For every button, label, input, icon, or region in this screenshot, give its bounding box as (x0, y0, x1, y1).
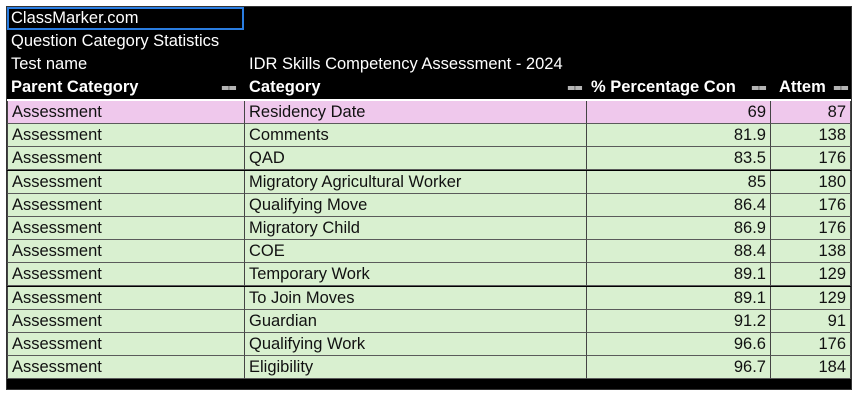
percentage-cell[interactable]: 81.9 (587, 124, 771, 148)
attempts-cell[interactable]: 138 (771, 240, 851, 264)
parent-category-cell[interactable]: Assessment (7, 170, 245, 194)
attempts-cell[interactable]: 87 (771, 101, 851, 124)
category-cell[interactable]: To Join Moves (245, 286, 587, 310)
category-cell[interactable]: Migratory Agricultural Worker (245, 170, 587, 194)
table-header: Parent Category ⩵ Category ⩵ % Percentag… (7, 76, 851, 101)
filter-icon[interactable]: ⩵ (833, 79, 849, 94)
selected-cell-outline (7, 7, 244, 30)
category-cell[interactable]: Residency Date (245, 101, 587, 124)
report-title[interactable]: Question Category Statistics (11, 32, 220, 50)
attempts-cell[interactable]: 176 (771, 217, 851, 240)
category-cell[interactable]: Qualifying Move (245, 193, 587, 217)
parent-category-cell[interactable]: Assessment (7, 263, 245, 287)
brand-row: ClassMarker.com (7, 7, 851, 30)
table-row[interactable]: Assessment COE 88.4 138 (7, 240, 851, 264)
column-header-label: Attem (779, 78, 826, 96)
table-row[interactable]: Assessment Qualifying Work 96.6 176 (7, 333, 851, 356)
percentage-cell[interactable]: 91.2 (587, 309, 771, 333)
category-cell[interactable]: Qualifying Work (245, 333, 587, 356)
table-row[interactable]: Assessment Migratory Child 86.9 176 (7, 217, 851, 240)
column-header-attempts[interactable]: Attem ⩵ (771, 76, 851, 99)
parent-category-cell[interactable]: Assessment (7, 147, 245, 171)
category-cell[interactable]: COE (245, 240, 587, 264)
parent-category-cell[interactable]: Assessment (7, 286, 245, 310)
table-row[interactable]: Assessment To Join Moves 89.1 129 (7, 286, 851, 310)
attempts-cell[interactable]: 176 (771, 333, 851, 356)
table-row[interactable]: Assessment Residency Date 69 87 (7, 101, 851, 124)
column-header-parent-category[interactable]: Parent Category ⩵ (7, 76, 245, 99)
percentage-cell[interactable]: 89.1 (587, 286, 771, 310)
category-cell[interactable]: Temporary Work (245, 263, 587, 287)
parent-category-cell[interactable]: Assessment (7, 124, 245, 148)
column-header-label: % Percentage Con (591, 78, 736, 96)
filter-icon[interactable]: ⩵ (751, 79, 767, 94)
table-row[interactable]: Assessment QAD 83.5 176 (7, 147, 851, 171)
table-row[interactable]: Assessment Migratory Agricultural Worker 8… (7, 170, 851, 194)
attempts-cell[interactable]: 180 (771, 170, 851, 194)
table-row[interactable]: Assessment Guardian 91.2 91 (7, 309, 851, 333)
table-row[interactable]: Assessment Eligibility 96.7 184 (7, 356, 851, 380)
table-row[interactable]: Assessment Comments 81.9 138 (7, 124, 851, 148)
attempts-cell[interactable]: 129 (771, 286, 851, 310)
table-row[interactable]: Assessment Temporary Work 89.1 129 (7, 263, 851, 287)
percentage-cell[interactable]: 86.4 (587, 193, 771, 217)
percentage-cell[interactable]: 69 (587, 101, 771, 124)
category-cell[interactable]: Comments (245, 124, 587, 148)
percentage-cell[interactable]: 83.5 (587, 147, 771, 171)
filter-icon[interactable]: ⩵ (221, 79, 237, 94)
parent-category-cell[interactable]: Assessment (7, 101, 245, 124)
attempts-cell[interactable]: 184 (771, 356, 851, 380)
attempts-cell[interactable]: 176 (771, 193, 851, 217)
attempts-cell[interactable]: 91 (771, 309, 851, 333)
category-cell[interactable]: QAD (245, 147, 587, 171)
table-row[interactable]: Assessment Qualifying Move 86.4 176 (7, 193, 851, 217)
report-title-row: Question Category Statistics (7, 30, 851, 53)
column-header-label: Category (249, 78, 321, 96)
parent-category-cell[interactable]: Assessment (7, 193, 245, 217)
test-name-row: Test name IDR Skills Competency Assessme… (7, 53, 851, 76)
parent-category-cell[interactable]: Assessment (7, 356, 245, 380)
brand-cell[interactable]: ClassMarker.com (11, 9, 139, 27)
parent-category-cell[interactable]: Assessment (7, 217, 245, 240)
filter-icon[interactable]: ⩵ (567, 79, 583, 94)
parent-category-cell[interactable]: Assessment (7, 309, 245, 333)
test-name-value[interactable]: IDR Skills Competency Assessment - 2024 (249, 55, 563, 73)
category-cell[interactable]: Guardian (245, 309, 587, 333)
parent-category-cell[interactable]: Assessment (7, 333, 245, 356)
category-cell[interactable]: Eligibility (245, 356, 587, 380)
percentage-cell[interactable]: 89.1 (587, 263, 771, 287)
percentage-cell[interactable]: 96.7 (587, 356, 771, 380)
spreadsheet: ClassMarker.com Question Category Statis… (6, 6, 852, 390)
column-header-category[interactable]: Category ⩵ (245, 76, 587, 99)
column-header-percentage[interactable]: % Percentage Con ⩵ (587, 76, 771, 99)
percentage-cell[interactable]: 96.6 (587, 333, 771, 356)
column-header-label: Parent Category (11, 78, 139, 96)
attempts-cell[interactable]: 129 (771, 263, 851, 287)
attempts-cell[interactable]: 138 (771, 124, 851, 148)
percentage-cell[interactable]: 86.9 (587, 217, 771, 240)
percentage-cell[interactable]: 85 (587, 170, 771, 194)
category-cell[interactable]: Migratory Child (245, 217, 587, 240)
test-name-label[interactable]: Test name (11, 55, 88, 73)
parent-category-cell[interactable]: Assessment (7, 240, 245, 264)
attempts-cell[interactable]: 176 (771, 147, 851, 171)
percentage-cell[interactable]: 88.4 (587, 240, 771, 264)
